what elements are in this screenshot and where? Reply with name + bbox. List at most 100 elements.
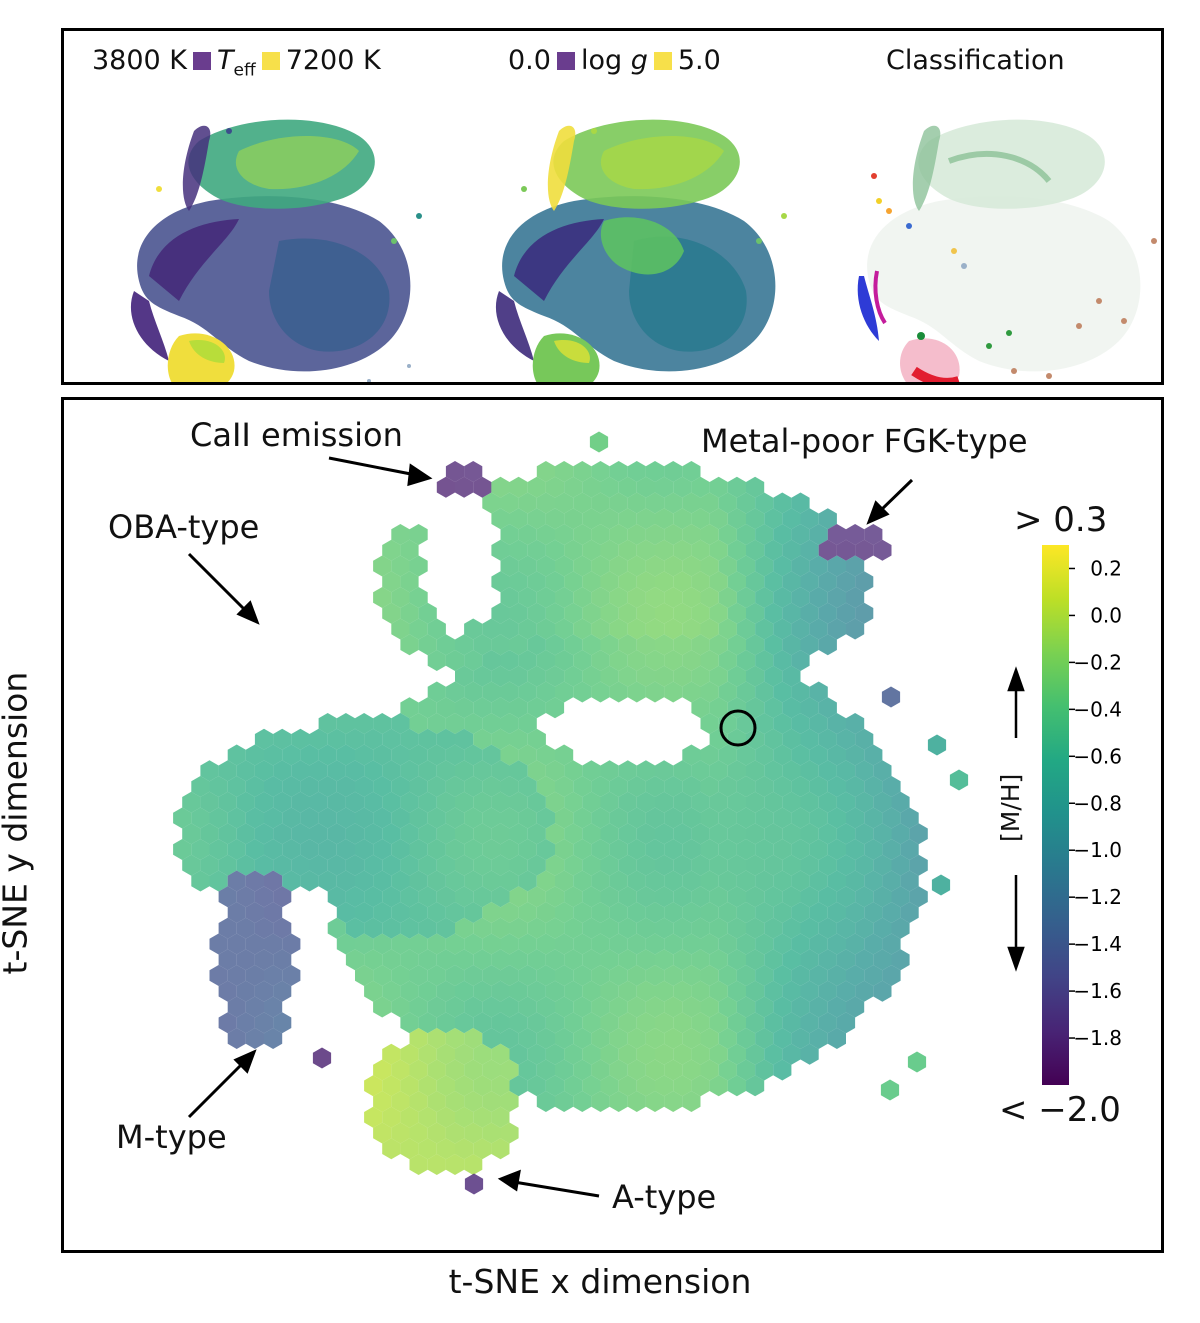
hex-cell — [618, 476, 637, 498]
hex-cell — [336, 902, 355, 923]
hex-cell — [736, 807, 756, 829]
hex-cell — [445, 902, 465, 923]
hex-cell — [482, 681, 501, 703]
hex-cell — [618, 980, 637, 1002]
hex-cell — [846, 870, 865, 892]
hex-cell — [589, 431, 609, 453]
hex-cell — [418, 791, 437, 813]
hex-cell — [491, 571, 510, 593]
hex-cell — [836, 886, 856, 908]
hex-cell — [482, 902, 501, 923]
oba-arrow — [187, 552, 249, 614]
hex-cell — [373, 870, 392, 892]
hex-cell — [455, 728, 474, 750]
hex-cell — [382, 1106, 401, 1128]
hex-cell — [891, 949, 910, 971]
hex-cell — [627, 1059, 646, 1081]
hex-cell — [773, 1059, 792, 1081]
hex-cell — [818, 980, 837, 1002]
hex-cell — [436, 1075, 455, 1097]
hex-cell — [591, 524, 610, 545]
hex-cell — [609, 1028, 628, 1049]
hex-cell — [791, 807, 810, 829]
hex-cell — [818, 823, 837, 845]
hex-cell — [436, 980, 455, 1002]
hex-cell — [907, 1051, 927, 1073]
hex-cell — [418, 886, 437, 908]
hex-cell — [500, 807, 519, 829]
hex-cell — [836, 728, 856, 750]
hex-cell — [491, 886, 510, 908]
hex-cell — [382, 886, 401, 908]
hex-cell — [545, 1075, 565, 1097]
hex-cell — [400, 1138, 419, 1160]
hex-cell — [627, 1091, 646, 1112]
hex-cell — [718, 650, 737, 671]
hex-cell — [673, 791, 692, 813]
hex-cell — [655, 760, 674, 782]
hex-cell — [827, 555, 846, 577]
hex-cell — [400, 854, 419, 876]
hex-cell — [764, 980, 783, 1002]
hex-cell — [600, 634, 619, 656]
hex-cell — [536, 524, 555, 545]
caii-arrow — [328, 456, 417, 477]
hex-cell — [609, 839, 628, 860]
teff-min-label: 3800 K — [92, 45, 188, 76]
logg-g: g — [630, 45, 648, 76]
hex-cell — [445, 1122, 465, 1144]
hex-cell — [736, 870, 756, 892]
teff-high-swatch — [261, 52, 280, 70]
colorbar-top-label: > 0.3 — [1014, 500, 1108, 540]
hex-cell — [500, 1059, 519, 1081]
hex-cell — [582, 760, 601, 782]
hex-cell — [236, 886, 255, 908]
hex-cell — [827, 902, 846, 923]
hex-cell — [664, 1059, 683, 1081]
hex-cell — [364, 886, 383, 908]
hex-cell — [800, 539, 819, 561]
hex-cell — [445, 713, 465, 734]
hex-cell — [682, 681, 701, 703]
hex-cell — [473, 917, 492, 939]
inset-maps — [130, 119, 1157, 382]
hex-cell — [427, 1122, 446, 1144]
hex-cell — [518, 555, 537, 577]
hex-cell — [409, 1059, 428, 1081]
hex-cell — [673, 476, 692, 498]
hex-cell — [809, 933, 828, 955]
hex-cell — [436, 476, 455, 498]
hex-cell — [800, 1043, 819, 1065]
hex-cell — [682, 839, 701, 860]
hex-cell — [236, 1012, 255, 1034]
hex-cell — [627, 650, 646, 671]
hex-cell — [573, 587, 592, 608]
hex-cell — [600, 854, 619, 876]
hex-cell — [264, 902, 283, 923]
hex-cell — [527, 508, 546, 530]
hex-cell — [755, 1059, 774, 1081]
hex-cell — [673, 886, 692, 908]
hex-cell — [418, 917, 437, 939]
hex-cell — [636, 508, 655, 530]
hex-cell — [500, 1091, 519, 1112]
hex-cell — [409, 1091, 428, 1112]
hex-cell — [591, 681, 610, 703]
hex-cell — [409, 902, 428, 923]
hex-cell — [764, 917, 783, 939]
hex-cell — [773, 555, 792, 577]
hex-cell — [673, 980, 692, 1002]
hex-cell — [691, 1075, 710, 1097]
hex-cell — [254, 791, 274, 813]
hex-cell — [627, 902, 646, 923]
hex-cell — [473, 665, 492, 687]
hex-cell — [709, 980, 728, 1002]
hex-cell — [336, 839, 355, 860]
hex-cell — [664, 1028, 683, 1049]
hex-cell — [746, 728, 765, 750]
hex-cell — [618, 791, 637, 813]
hex-cell — [427, 618, 446, 640]
hex-cell — [509, 508, 528, 530]
hex-cell — [500, 776, 519, 797]
hex-cell — [364, 854, 383, 876]
